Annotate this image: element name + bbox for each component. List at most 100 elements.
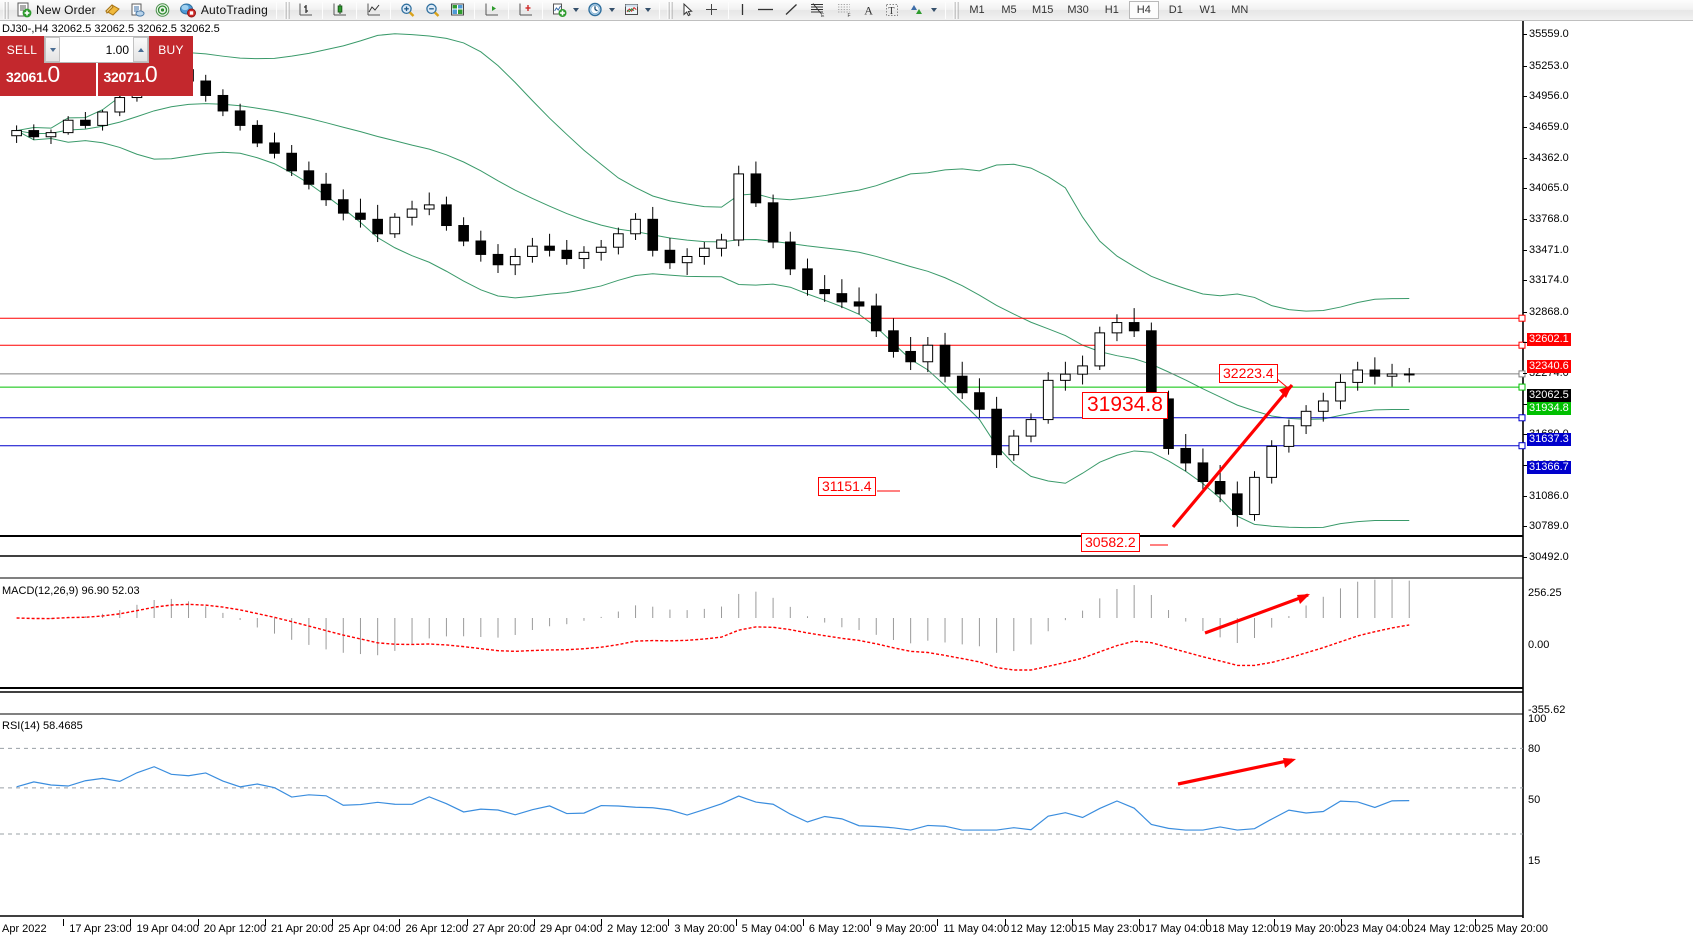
sell-price[interactable]: 32061 . 0 (0, 63, 96, 96)
text-button[interactable]: A (858, 1, 880, 20)
zoom-out-icon (426, 3, 440, 17)
timeframe-mn-button[interactable]: MN (1231, 4, 1249, 16)
price-tag-support-line-green[interactable]: 31934.8 (1527, 402, 1571, 416)
toolbar-separator-3 (355, 1, 357, 19)
volume-increment-button[interactable] (133, 37, 148, 62)
price-tick: 30789.0 (1529, 520, 1569, 533)
cursor-button[interactable] (676, 1, 699, 20)
auto-scroll-button[interactable] (513, 1, 538, 20)
toolbar-grip-2[interactable] (283, 1, 290, 19)
time-tick-mark (1475, 919, 1477, 926)
templates-button[interactable] (619, 1, 655, 20)
sell-price-dot: . (43, 69, 48, 85)
time-tick-mark (1408, 919, 1410, 926)
price-tick-mark (1523, 311, 1527, 313)
expert-advisors-button[interactable] (100, 1, 125, 20)
time-tick: 24 May 12:00 (1414, 923, 1481, 935)
equidistant-channel-button[interactable]: F (831, 1, 858, 20)
trendline-icon (785, 4, 797, 15)
tile-windows-button[interactable] (445, 1, 470, 20)
time-axis[interactable]: Apr 2022 17 Apr 23:00 19 Apr 04:00 20 Apr 1… (0, 919, 1693, 939)
price-tag-support-line-1[interactable]: 31637.3 (1527, 432, 1571, 446)
toolbar-separator (275, 1, 277, 19)
crosshair-icon (705, 4, 717, 15)
vertical-line-button[interactable] (733, 1, 752, 20)
data-window-button[interactable] (125, 1, 150, 20)
horizontal-line-button[interactable] (752, 1, 779, 20)
price-tick: 34065.0 (1529, 182, 1569, 195)
signals-button[interactable] (150, 1, 175, 20)
annotation-31934[interactable]: 31934.8 (1082, 392, 1168, 419)
line-chart-icon (367, 3, 380, 16)
toolbar-grip-3[interactable] (666, 1, 673, 19)
price-tag-resistance-line-2[interactable]: 32340.6 (1527, 360, 1571, 374)
rsi-tick: 80 (1528, 743, 1541, 755)
new-order-label: New Order (36, 3, 96, 17)
bar-chart-button[interactable] (293, 1, 318, 20)
volume-input[interactable]: 1.00 (60, 37, 133, 62)
price-tick-mark (1523, 495, 1527, 497)
time-tick-mark (870, 919, 872, 926)
crosshair-button[interactable] (699, 1, 724, 20)
time-tick: 29 Apr 04:00 (539, 923, 603, 935)
time-tick: 3 May 20:00 (674, 923, 735, 935)
indicators-button[interactable] (547, 1, 583, 20)
new-order-button[interactable]: New Order (12, 1, 100, 20)
toolbar-grip-4[interactable] (952, 1, 959, 19)
macd-tick: -355.62 (1528, 704, 1566, 716)
time-tick-mark (197, 919, 199, 926)
annotation-31151[interactable]: 31151.4 (818, 477, 876, 496)
main-toolbar: New Order (0, 0, 1693, 21)
price-tick-mark (1523, 249, 1527, 251)
macd-tick: 0.00 (1528, 639, 1550, 651)
price-tag-support-line-2[interactable]: 31366.7 (1527, 460, 1571, 474)
buy-price[interactable]: 32071 . 0 (97, 63, 193, 96)
price-tag-current-price[interactable]: 32062.5 (1527, 388, 1571, 402)
time-tick: 2 May 12:00 (607, 923, 668, 935)
chart-shift-button[interactable] (479, 1, 504, 20)
chart-shift-icon (485, 3, 498, 16)
objects-button[interactable] (904, 1, 941, 20)
timeframe-m1-button[interactable]: M1 (969, 4, 985, 16)
one-click-trading-panel[interactable]: SELL 1.00 BUY 32061 . 0 32071 . 0 (0, 36, 193, 96)
zoom-out-button[interactable] (420, 1, 445, 20)
timeframe-group: M1 M5 M15 M30 H1 H4 D1 W1 MN (962, 1, 1255, 19)
fibonacci-button[interactable]: E (804, 1, 831, 20)
toolbar-separator-2 (321, 1, 323, 19)
volume-decrement-button[interactable] (45, 37, 60, 62)
annotation-32223[interactable]: 32223.4 (1219, 364, 1278, 383)
timeframe-m5-button[interactable]: M5 (1001, 4, 1017, 16)
svg-text:T: T (888, 6, 894, 17)
time-tick: 25 May 20:00 (1481, 923, 1548, 935)
volume-stepper[interactable]: 1.00 (44, 36, 149, 63)
text-label-button[interactable]: T (880, 1, 904, 20)
price-tag-resistance-line-1[interactable]: 32602.1 (1527, 333, 1571, 347)
autotrading-button[interactable]: AutoTrading (175, 1, 272, 20)
timeframe-w1-button[interactable]: W1 (1199, 4, 1217, 16)
candlestick-chart-button[interactable] (327, 1, 352, 20)
timeframe-m15-button[interactable]: M15 (1031, 4, 1054, 16)
timeframe-d1-button[interactable]: D1 (1168, 4, 1183, 16)
chevron-down-icon-3[interactable] (644, 8, 651, 12)
time-tick-mark (1206, 919, 1208, 926)
time-tick: 25 Apr 04:00 (338, 923, 401, 935)
sell-button[interactable]: SELL (0, 36, 44, 63)
timeframe-h1-button[interactable]: H1 (1104, 4, 1119, 16)
trendline-button[interactable] (779, 1, 804, 20)
timeframe-m30-button[interactable]: M30 (1067, 4, 1089, 16)
periods-button[interactable] (583, 1, 619, 20)
toolbar-grip[interactable] (3, 1, 9, 19)
line-chart-button[interactable] (361, 1, 386, 20)
time-tick-mark (466, 919, 468, 926)
price-tick-mark (1523, 465, 1527, 467)
time-tick-mark (399, 919, 401, 926)
chevron-down-icon-4[interactable] (930, 8, 937, 12)
chevron-down-icon-2[interactable] (608, 8, 615, 12)
annotation-30582[interactable]: 30582.2 (1081, 533, 1140, 552)
time-tick: 5 May 04:00 (741, 923, 803, 935)
buy-button[interactable]: BUY (149, 36, 193, 63)
zoom-in-button[interactable] (395, 1, 420, 20)
timeframe-h4-button[interactable]: H4 (1128, 1, 1159, 19)
price-tick-mark (1523, 342, 1527, 344)
chevron-down-icon[interactable] (572, 8, 579, 12)
